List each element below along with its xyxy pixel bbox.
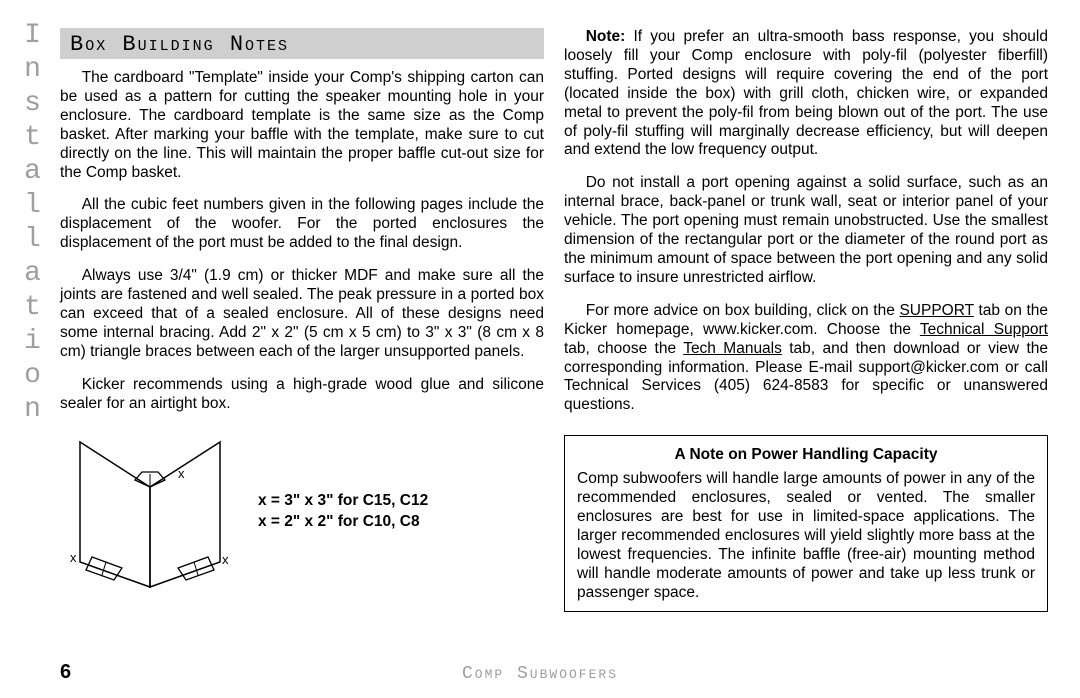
brace-spec-line2: x = 2" x 2" for C10, C8	[258, 512, 428, 533]
left-para-3: Always use 3/4" (1.9 cm) or thicker MDF …	[60, 267, 544, 362]
note-box-title: A Note on Power Handling Capacity	[577, 446, 1035, 464]
diagram-x-top: x	[178, 466, 185, 481]
power-handling-note-box: A Note on Power Handling Capacity Comp s…	[564, 435, 1048, 611]
support-mid2: tab, choose the	[564, 340, 683, 357]
note-prefix: Note:	[586, 28, 626, 45]
brace-specs: x = 3" x 3" for C15, C12 x = 2" x 2" for…	[258, 491, 428, 533]
right-column: Note: If you prefer an ultra-smooth bass…	[564, 28, 1048, 638]
diagram-x-right: x	[222, 552, 229, 567]
left-column: Box Building Notes The cardboard "Templa…	[60, 28, 544, 638]
diagram-row: x x x x = 3" x 3" for C15, C12 x = 2" x …	[60, 432, 544, 592]
side-label-installation: Installation	[12, 20, 48, 350]
left-para-4: Kicker recommends using a high-grade woo…	[60, 376, 544, 414]
support-pre: For more advice on box building, click o…	[586, 302, 900, 319]
tech-support-link[interactable]: Technical Support	[920, 321, 1048, 338]
right-para-1: Note: If you prefer an ultra-smooth bass…	[564, 28, 1048, 160]
section-heading: Box Building Notes	[60, 28, 544, 59]
support-link[interactable]: SUPPORT	[899, 302, 973, 319]
brace-spec-line1: x = 3" x 3" for C15, C12	[258, 491, 428, 512]
right-para-1-text: If you prefer an ultra-smooth bass respo…	[564, 28, 1048, 158]
note-box-body: Comp subwoofers will handle large amount…	[577, 470, 1035, 602]
page-number: 6	[60, 661, 71, 684]
left-para-1: The cardboard "Template" inside your Com…	[60, 69, 544, 182]
right-para-3: For more advice on box building, click o…	[564, 302, 1048, 415]
footer-title: Comp Subwoofers	[462, 664, 618, 684]
right-para-2: Do not install a port opening against a …	[564, 174, 1048, 287]
tech-manuals-link[interactable]: Tech Manuals	[683, 340, 782, 357]
diagram-x-left: x	[70, 550, 77, 565]
page: Installation Box Building Notes The card…	[0, 0, 1080, 698]
brace-diagram: x x x	[60, 432, 240, 592]
content-columns: Box Building Notes The cardboard "Templa…	[60, 28, 1050, 638]
left-para-2: All the cubic feet numbers given in the …	[60, 196, 544, 253]
